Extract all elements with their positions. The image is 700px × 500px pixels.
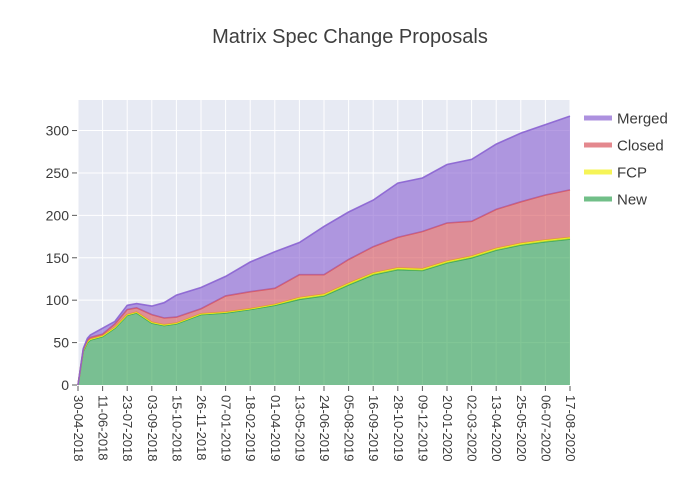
x-tick-label: 30-04-2018 <box>71 395 86 462</box>
y-tick-label: 150 <box>46 250 70 266</box>
x-tick-label: 28-10-2019 <box>391 395 406 462</box>
area-line-merged <box>77 115 571 386</box>
x-tick-label: 13-04-2020 <box>489 395 504 462</box>
x-axis: 30-04-2018 11-06-2018 23-07-2018 03-09-2018… <box>71 386 578 462</box>
legend-label-closed: Closed <box>617 138 664 155</box>
legend: Merged Closed FCP New <box>584 111 668 209</box>
x-tick-label: 17-08-2020 <box>563 395 578 462</box>
x-tick-label: 18-02-2019 <box>243 395 258 462</box>
legend-label-new: New <box>617 192 647 209</box>
legend-item-new[interactable]: New <box>584 192 647 209</box>
y-tick-label: 200 <box>46 207 70 223</box>
x-tick-label: 23-07-2018 <box>120 395 135 462</box>
area-new <box>78 239 570 385</box>
legend-item-merged[interactable]: Merged <box>584 111 668 128</box>
x-tick-label: 05-08-2019 <box>342 395 357 462</box>
legend-item-closed[interactable]: Closed <box>584 138 664 155</box>
y-tick-label: 0 <box>61 377 69 393</box>
x-tick-label: 20-01-2020 <box>440 395 455 462</box>
x-tick-label: 01-04-2019 <box>268 395 283 462</box>
legend-item-fcp[interactable]: FCP <box>584 165 647 182</box>
y-axis: 0 50 100 150 200 250 300 <box>46 123 77 393</box>
legend-label-fcp: FCP <box>617 165 647 182</box>
chart-title: Matrix Spec Change Proposals <box>212 26 488 48</box>
x-tick-label: 24-06-2019 <box>317 395 332 462</box>
x-tick-label: 11-06-2018 <box>96 395 111 461</box>
x-tick-label: 13-05-2019 <box>292 395 307 462</box>
x-tick-label: 06-07-2020 <box>538 395 553 462</box>
y-tick-label: 50 <box>53 335 69 351</box>
x-tick-label: 07-01-2019 <box>219 395 234 462</box>
x-tick-label: 09-12-2019 <box>415 395 430 462</box>
area-merged <box>78 116 570 385</box>
y-tick-label: 300 <box>46 123 70 139</box>
x-tick-label: 16-09-2019 <box>366 395 381 462</box>
x-tick-label: 25-05-2020 <box>514 395 529 462</box>
x-tick-label: 26-11-2018 <box>194 395 209 461</box>
x-tick-label: 15-10-2018 <box>169 395 184 462</box>
areas <box>77 115 571 386</box>
y-tick-label: 250 <box>46 165 70 181</box>
x-tick-label: 02-03-2020 <box>465 395 480 462</box>
x-tick-label: 03-09-2018 <box>145 395 160 462</box>
area-closed <box>78 189 570 385</box>
y-tick-label: 100 <box>46 292 70 308</box>
legend-label-merged: Merged <box>617 111 668 128</box>
